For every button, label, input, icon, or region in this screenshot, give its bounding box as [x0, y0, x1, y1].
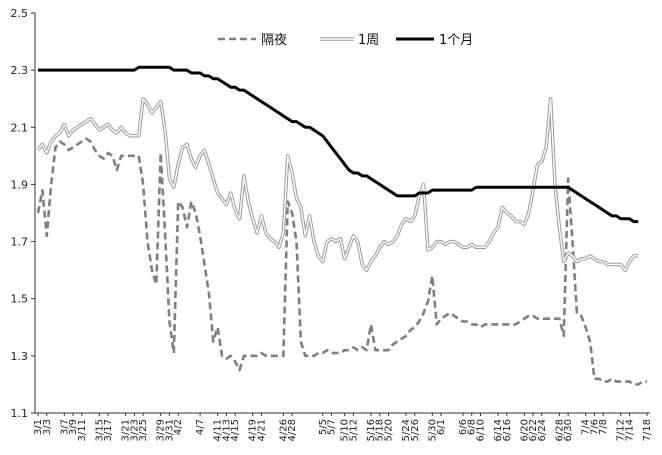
- x-tick-label: 7/4: [581, 419, 592, 435]
- y-tick-label: 2.3: [11, 64, 29, 77]
- x-tick-label: 5/24: [401, 419, 412, 441]
- x-tick-label: 5/7: [327, 419, 338, 435]
- x-tick-label: 3/15: [94, 419, 105, 441]
- x-tick-label: 3/11: [77, 419, 88, 441]
- legend-label: 隔夜: [261, 33, 287, 48]
- y-tick-label: 1.1: [11, 407, 29, 420]
- x-tick-label: 6/8: [467, 419, 478, 435]
- x-tick-label: 3/3: [42, 419, 53, 435]
- x-tick-label: 6/20: [519, 419, 530, 441]
- x-tick-label: 4/11: [213, 419, 224, 441]
- x-tick-label: 5/18: [375, 419, 386, 441]
- x-tick-label: 6/14: [493, 419, 504, 441]
- x-tick-label: 3/21: [121, 419, 132, 441]
- x-tick-label: 4/26: [278, 419, 289, 441]
- y-tick-label: 2.5: [11, 7, 29, 20]
- x-tick-label: 3/1: [33, 419, 44, 435]
- x-tick-label: 3/25: [138, 419, 149, 441]
- x-tick-label: 5/10: [340, 419, 351, 441]
- x-tick-label: 7/12: [616, 419, 627, 441]
- x-tick-label: 6/1: [436, 419, 447, 435]
- x-tick-label: 3/17: [103, 419, 114, 441]
- x-tick-label: 6/24: [537, 419, 548, 441]
- x-tick-label: 5/20: [384, 419, 395, 441]
- x-tick-label: 3/9: [68, 419, 79, 435]
- x-tick-label: 6/28: [554, 419, 565, 441]
- x-tick-label: 7/6: [589, 419, 600, 435]
- x-tick-label: 5/5: [318, 419, 329, 435]
- y-tick-label: 1.9: [11, 178, 29, 191]
- x-tick-label: 5/16: [366, 419, 377, 441]
- x-tick-label: 4/13: [221, 419, 232, 441]
- x-tick-label: 7/14: [624, 419, 635, 441]
- x-tick-label: 4/19: [248, 419, 259, 441]
- chart-legend: 隔夜 1周 1个月: [218, 33, 473, 48]
- x-tick-label: 3/31: [164, 419, 175, 441]
- x-tick-label: 7/8: [598, 419, 609, 435]
- y-tick-label: 1.7: [11, 236, 29, 249]
- x-tick-label: 4/28: [287, 419, 298, 441]
- x-tick-label: 6/6: [458, 419, 469, 435]
- x-tick-label: 5/30: [427, 419, 438, 441]
- x-tick-label: 4/7: [195, 419, 206, 435]
- x-tick-label: 4/21: [256, 419, 267, 441]
- chart-axes: 2.5 2.3 2.1 1.9 1.7 1.5 1.3 1.1 3/13/3 3/73/93/11…: [11, 7, 654, 441]
- x-tick-label: 3/23: [129, 419, 140, 441]
- legend-label: 1个月: [439, 33, 473, 48]
- x-tick-label: 4/15: [230, 419, 241, 441]
- y-tick-label: 1.3: [11, 350, 29, 363]
- x-tick-label: 3/7: [59, 419, 70, 435]
- x-tick-label: 5/12: [348, 419, 359, 441]
- series-2-1week-line-inner: [37, 98, 639, 271]
- series-1-overnight-line: [36, 137, 647, 386]
- x-tick-label: 6/10: [476, 419, 487, 441]
- series-layer: [36, 65, 647, 386]
- y-tick-label: 1.5: [11, 293, 29, 306]
- x-tick-label: 6/30: [563, 419, 574, 441]
- legend-label: 1周: [358, 33, 379, 48]
- series-3-1month-line: [38, 65, 639, 224]
- x-tick-label: 4/2: [173, 419, 184, 435]
- x-tick-label: 6/22: [528, 419, 539, 441]
- x-tick-label: 6/16: [502, 419, 513, 441]
- x-tick-label: 7/18: [642, 419, 653, 441]
- y-tick-label: 2.1: [11, 121, 29, 134]
- x-tick-label: 3/29: [156, 419, 167, 441]
- x-tick-label: 5/26: [410, 419, 421, 441]
